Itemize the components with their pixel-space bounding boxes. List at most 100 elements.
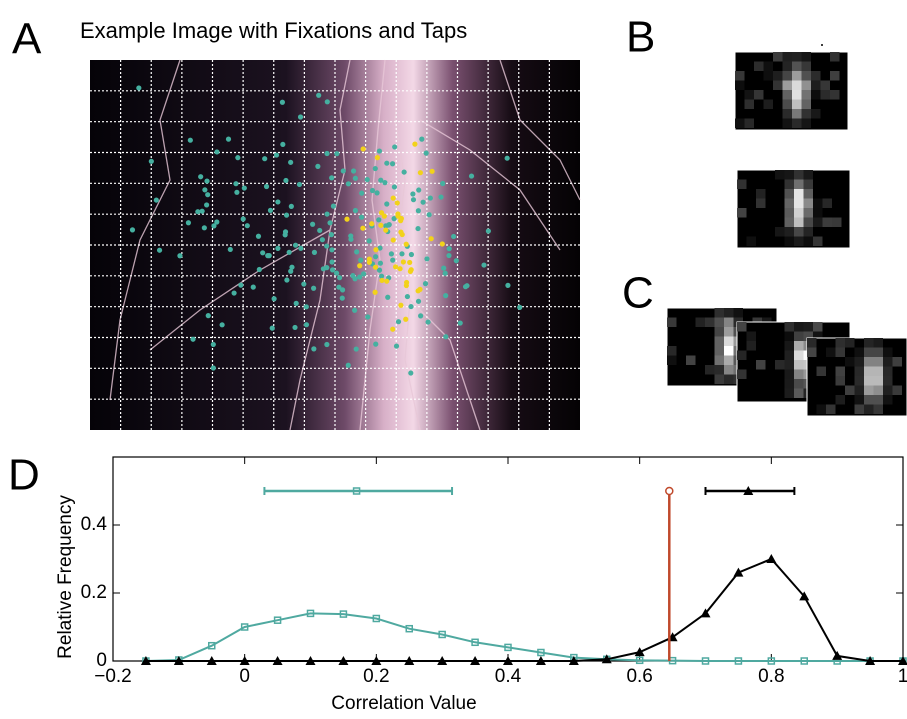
heatmap-cell: [794, 208, 804, 218]
fixation: [136, 85, 142, 91]
heatmap-cell: [773, 71, 783, 81]
fixation: [324, 341, 330, 348]
fixation: [275, 245, 281, 251]
heatmap-cell: [784, 217, 794, 227]
fixation: [372, 254, 379, 260]
heatmap-cell: [794, 179, 804, 189]
fixation: [283, 212, 290, 218]
series-line: [145, 612, 903, 662]
heatmap-cell: [754, 90, 764, 100]
heatmap-cell: [873, 357, 883, 367]
marker: [700, 608, 711, 618]
fixation: [422, 281, 429, 287]
heatmap-cell: [845, 338, 855, 348]
heatmap-cell: [784, 236, 794, 246]
fixation: [298, 245, 304, 251]
tap: [378, 222, 384, 228]
heatmap-cell: [892, 357, 902, 367]
panel-label: A: [12, 15, 42, 64]
marker: [733, 567, 744, 577]
heatmap-cell: [714, 327, 724, 337]
heatmap-cell: [803, 236, 813, 246]
tap: [344, 216, 350, 222]
heatmap-cell: [773, 52, 783, 62]
tap: [366, 259, 372, 265]
marker: [140, 656, 151, 665]
fixation: [339, 295, 345, 301]
tap: [397, 266, 403, 272]
tap: [369, 221, 375, 227]
tap: [360, 146, 366, 152]
panel-label: B: [626, 13, 655, 62]
fixation: [292, 242, 299, 248]
tap: [372, 289, 378, 295]
fixation: [504, 155, 510, 161]
heatmap-cell: [794, 350, 804, 360]
tap: [390, 237, 396, 243]
fixation: [415, 225, 421, 232]
heatmap-cell: [864, 338, 874, 348]
heatmap-cell: [811, 90, 821, 100]
fixation: [269, 325, 275, 331]
fixation: [354, 249, 360, 255]
fixation: [315, 163, 321, 169]
heatmap-cell: [835, 395, 845, 405]
heatmap-cell: [686, 355, 696, 365]
heatmap-cell: [811, 71, 821, 81]
heatmap-cell: [782, 118, 792, 128]
fixation: [352, 175, 359, 181]
fixation: [324, 99, 330, 105]
fixation: [250, 284, 256, 290]
fixation: [446, 252, 452, 259]
heatmap-cell: [820, 90, 830, 100]
fixation: [378, 273, 385, 279]
heatmap-cell: [826, 347, 836, 357]
fixation: [453, 258, 459, 264]
fixation: [419, 136, 425, 142]
heatmap-cell: [724, 308, 734, 318]
heatmap-cell: [845, 385, 855, 395]
heatmap-cell: [667, 317, 677, 327]
marker: [634, 647, 645, 657]
fixation: [352, 276, 358, 282]
heatmap-cell: [756, 189, 766, 199]
fixation: [485, 228, 491, 234]
fixation: [384, 201, 390, 207]
fixation: [241, 185, 247, 191]
y-tick-label: 0.4: [81, 514, 108, 535]
heatmap-cell: [864, 376, 874, 386]
fixation: [336, 284, 342, 290]
heatmap-cell: [830, 52, 840, 62]
fixation: [231, 290, 237, 296]
heatmap-cell: [854, 357, 864, 367]
heatmap-cell: [864, 395, 874, 405]
marker: [239, 656, 250, 665]
heatmap-cell: [735, 118, 745, 128]
fixation: [383, 223, 389, 229]
heatmap-cell: [724, 336, 734, 346]
fixation: [288, 268, 294, 274]
heatmap-cell: [733, 308, 743, 318]
heatmap-cell: [803, 208, 813, 218]
fixation: [451, 233, 457, 240]
marker: [306, 609, 315, 618]
fixation: [214, 219, 220, 225]
tap: [412, 141, 418, 147]
marker: [832, 650, 843, 660]
fixation: [329, 247, 335, 253]
fixation: [234, 189, 240, 195]
marker: [437, 656, 448, 665]
heatmap-cell: [695, 317, 705, 327]
fixation: [446, 246, 452, 252]
heatmap-cell: [801, 80, 811, 90]
heatmap-cell: [792, 80, 802, 90]
fixation: [442, 270, 448, 276]
marker: [371, 656, 382, 665]
fixation: [457, 320, 463, 326]
heatmap-cell: [773, 80, 783, 90]
heatmap-cell: [775, 360, 785, 370]
heatmap-cell: [724, 374, 734, 384]
fixation: [443, 334, 449, 340]
heatmap-cell: [724, 365, 734, 375]
fixation: [301, 281, 307, 287]
